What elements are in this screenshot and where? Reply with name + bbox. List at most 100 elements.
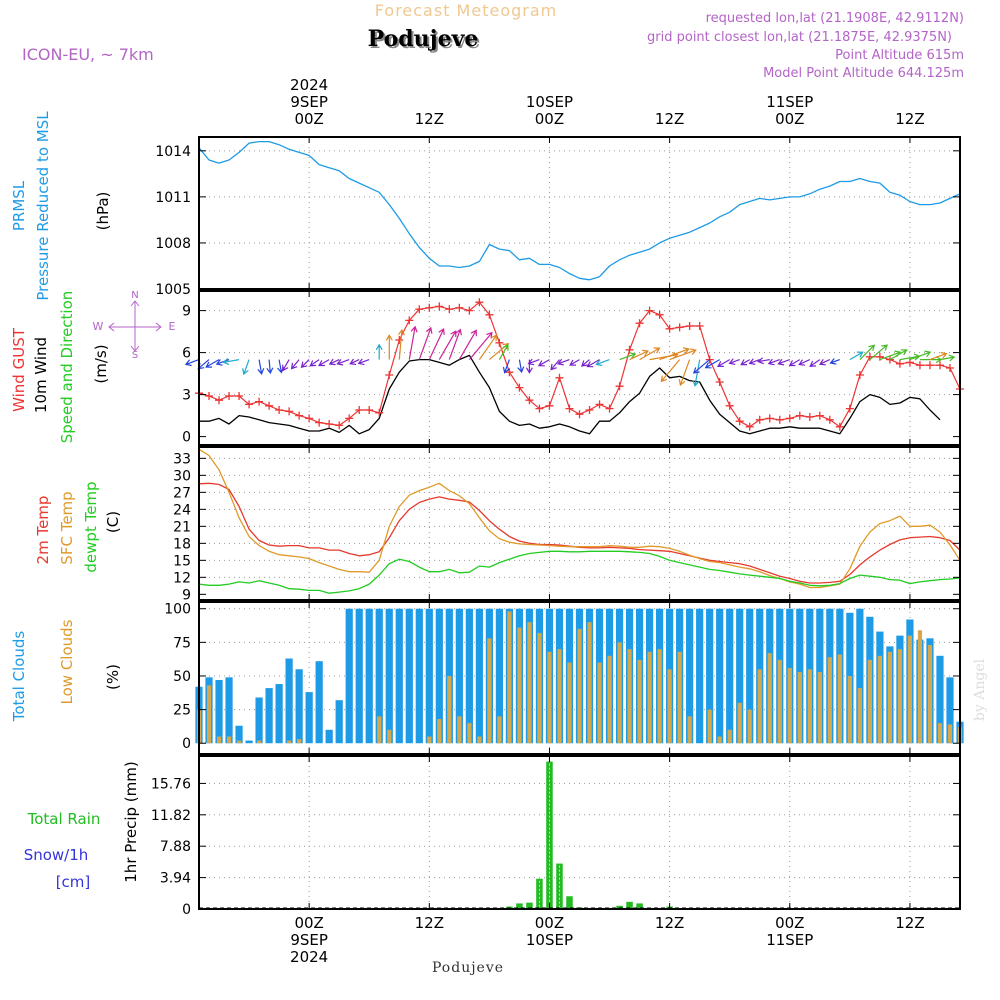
- y-tick-label-wind: 9: [182, 304, 191, 320]
- gust-marker: [465, 306, 474, 315]
- rain-bar: [526, 902, 533, 909]
- low-cloud-bar: [527, 622, 532, 744]
- gust-marker: [615, 382, 624, 391]
- low-cloud-bar: [787, 667, 792, 744]
- x-tick-label-top: 12Z: [895, 110, 924, 128]
- low-cloud-bar: [477, 736, 482, 744]
- wind-direction-arrow: [349, 358, 360, 365]
- rain-label: Total Rain: [27, 810, 101, 828]
- low-cloud-bar: [917, 630, 923, 744]
- rain-bar: [546, 761, 553, 909]
- panel-frame-clouds: [198, 601, 961, 755]
- gust-marker: [935, 361, 944, 370]
- gust-marker: [645, 306, 654, 315]
- x-tick-label-bottom: 2024: [290, 948, 328, 966]
- snow-unit-label: [cm]: [56, 873, 91, 891]
- gust-marker: [435, 302, 444, 311]
- y-tick-label-temp: 18: [173, 536, 191, 552]
- wind-direction-arrow: [798, 359, 811, 366]
- total-cloud-bar: [345, 608, 353, 744]
- low-cloud-bar: [757, 669, 762, 744]
- low-cloud-bar: [767, 653, 772, 744]
- rain-bar: [636, 903, 643, 909]
- wind-direction-arrow: [385, 334, 393, 360]
- wind-direction-arrow: [498, 343, 509, 360]
- gust-marker: [595, 400, 604, 409]
- y-tick-label-clouds: 50: [173, 669, 191, 685]
- gust-marker: [585, 406, 594, 414]
- precip-unit: 1hr Precip (mm): [122, 761, 140, 882]
- gust-marker: [695, 322, 704, 330]
- gust-marker: [245, 400, 254, 409]
- low-cloud-bar: [427, 736, 432, 744]
- wind-direction-arrow: [448, 328, 462, 360]
- low-cloud-bar: [377, 716, 382, 744]
- credit-watermark: by Angel: [972, 658, 988, 721]
- low-cloud-bar: [537, 632, 542, 744]
- total-cloud-bar: [936, 655, 944, 744]
- low-cloud-bar: [577, 628, 582, 744]
- x-tick-label-top: 11SEP: [766, 93, 813, 111]
- gust-marker: [205, 392, 214, 400]
- low-cloud-bar: [647, 651, 652, 744]
- total-cloud-bar: [335, 700, 343, 744]
- x-tick-label-bottom: 00Z: [775, 914, 804, 932]
- low-cloud-bar: [507, 611, 512, 744]
- panel-frame-precip: [198, 755, 961, 910]
- x-tick-label-top: 10SEP: [526, 93, 573, 111]
- gust-marker: [285, 407, 294, 416]
- y-tick-label-clouds: 25: [173, 703, 191, 719]
- wind-direction-arrow: [557, 358, 570, 366]
- low-cloud-bar: [487, 638, 492, 744]
- temp-unit: (C): [104, 511, 122, 533]
- gust-marker: [395, 336, 404, 344]
- x-tick-label-top: 2024: [290, 76, 328, 94]
- gust-marker: [795, 411, 804, 420]
- y-tick-label-temp: 27: [173, 485, 191, 501]
- gust-marker: [555, 373, 564, 382]
- gust-marker: [475, 298, 484, 307]
- wind-direction-arrow: [458, 329, 477, 360]
- location-title: Podujeve: [368, 26, 479, 52]
- total-cloud-bar: [425, 608, 433, 744]
- wind-direction-arrow: [660, 359, 681, 383]
- low-cloud-bar: [617, 642, 622, 744]
- gust-marker: [375, 408, 384, 417]
- wind-direction-arrow: [397, 328, 405, 360]
- gust-marker: [805, 413, 814, 421]
- x-tick-label-top: 00Z: [775, 110, 804, 128]
- low-cloud-bar: [667, 669, 672, 744]
- total-cloud-bar: [475, 608, 483, 744]
- wind-direction-arrow: [788, 359, 801, 367]
- low-cloud-bar: [627, 649, 632, 744]
- wind-direction-arrow: [809, 359, 821, 367]
- wind-direction-arrow: [408, 325, 418, 360]
- gust-marker: [945, 364, 954, 372]
- wind-direction-arrow: [716, 359, 731, 367]
- total-cloud-bar: [686, 608, 694, 744]
- wind-direction-arrow: [550, 359, 560, 371]
- total-cloud-bar: [706, 608, 714, 744]
- gust-marker: [825, 415, 834, 424]
- y-tick-label-precip: 0: [182, 902, 191, 918]
- panel-frame-wind: [198, 290, 961, 446]
- location-title-shadow: Podujeve: [370, 28, 481, 54]
- low-cloud-bar: [226, 736, 232, 744]
- wind-direction-arrow: [629, 349, 649, 361]
- point-altitude: Point Altitude 615m: [835, 48, 964, 63]
- wind-direction-arrow: [537, 359, 550, 367]
- total-cloud-bar: [726, 608, 734, 744]
- total-cloud-bar: [215, 680, 223, 744]
- wind-direction-arrow: [639, 347, 661, 361]
- y-tick-label-precip: 3.94: [160, 871, 191, 887]
- wind-direction-arrow: [909, 350, 932, 361]
- gust-marker: [915, 361, 924, 370]
- wind-direction-arrow: [757, 357, 770, 365]
- total-clouds-label: Total Clouds: [10, 631, 28, 723]
- gust-marker: [295, 411, 304, 420]
- compass-rose: [108, 300, 162, 352]
- x-tick-label-top: 12Z: [415, 110, 444, 128]
- gust-marker: [265, 401, 274, 410]
- gust-marker: [525, 396, 534, 405]
